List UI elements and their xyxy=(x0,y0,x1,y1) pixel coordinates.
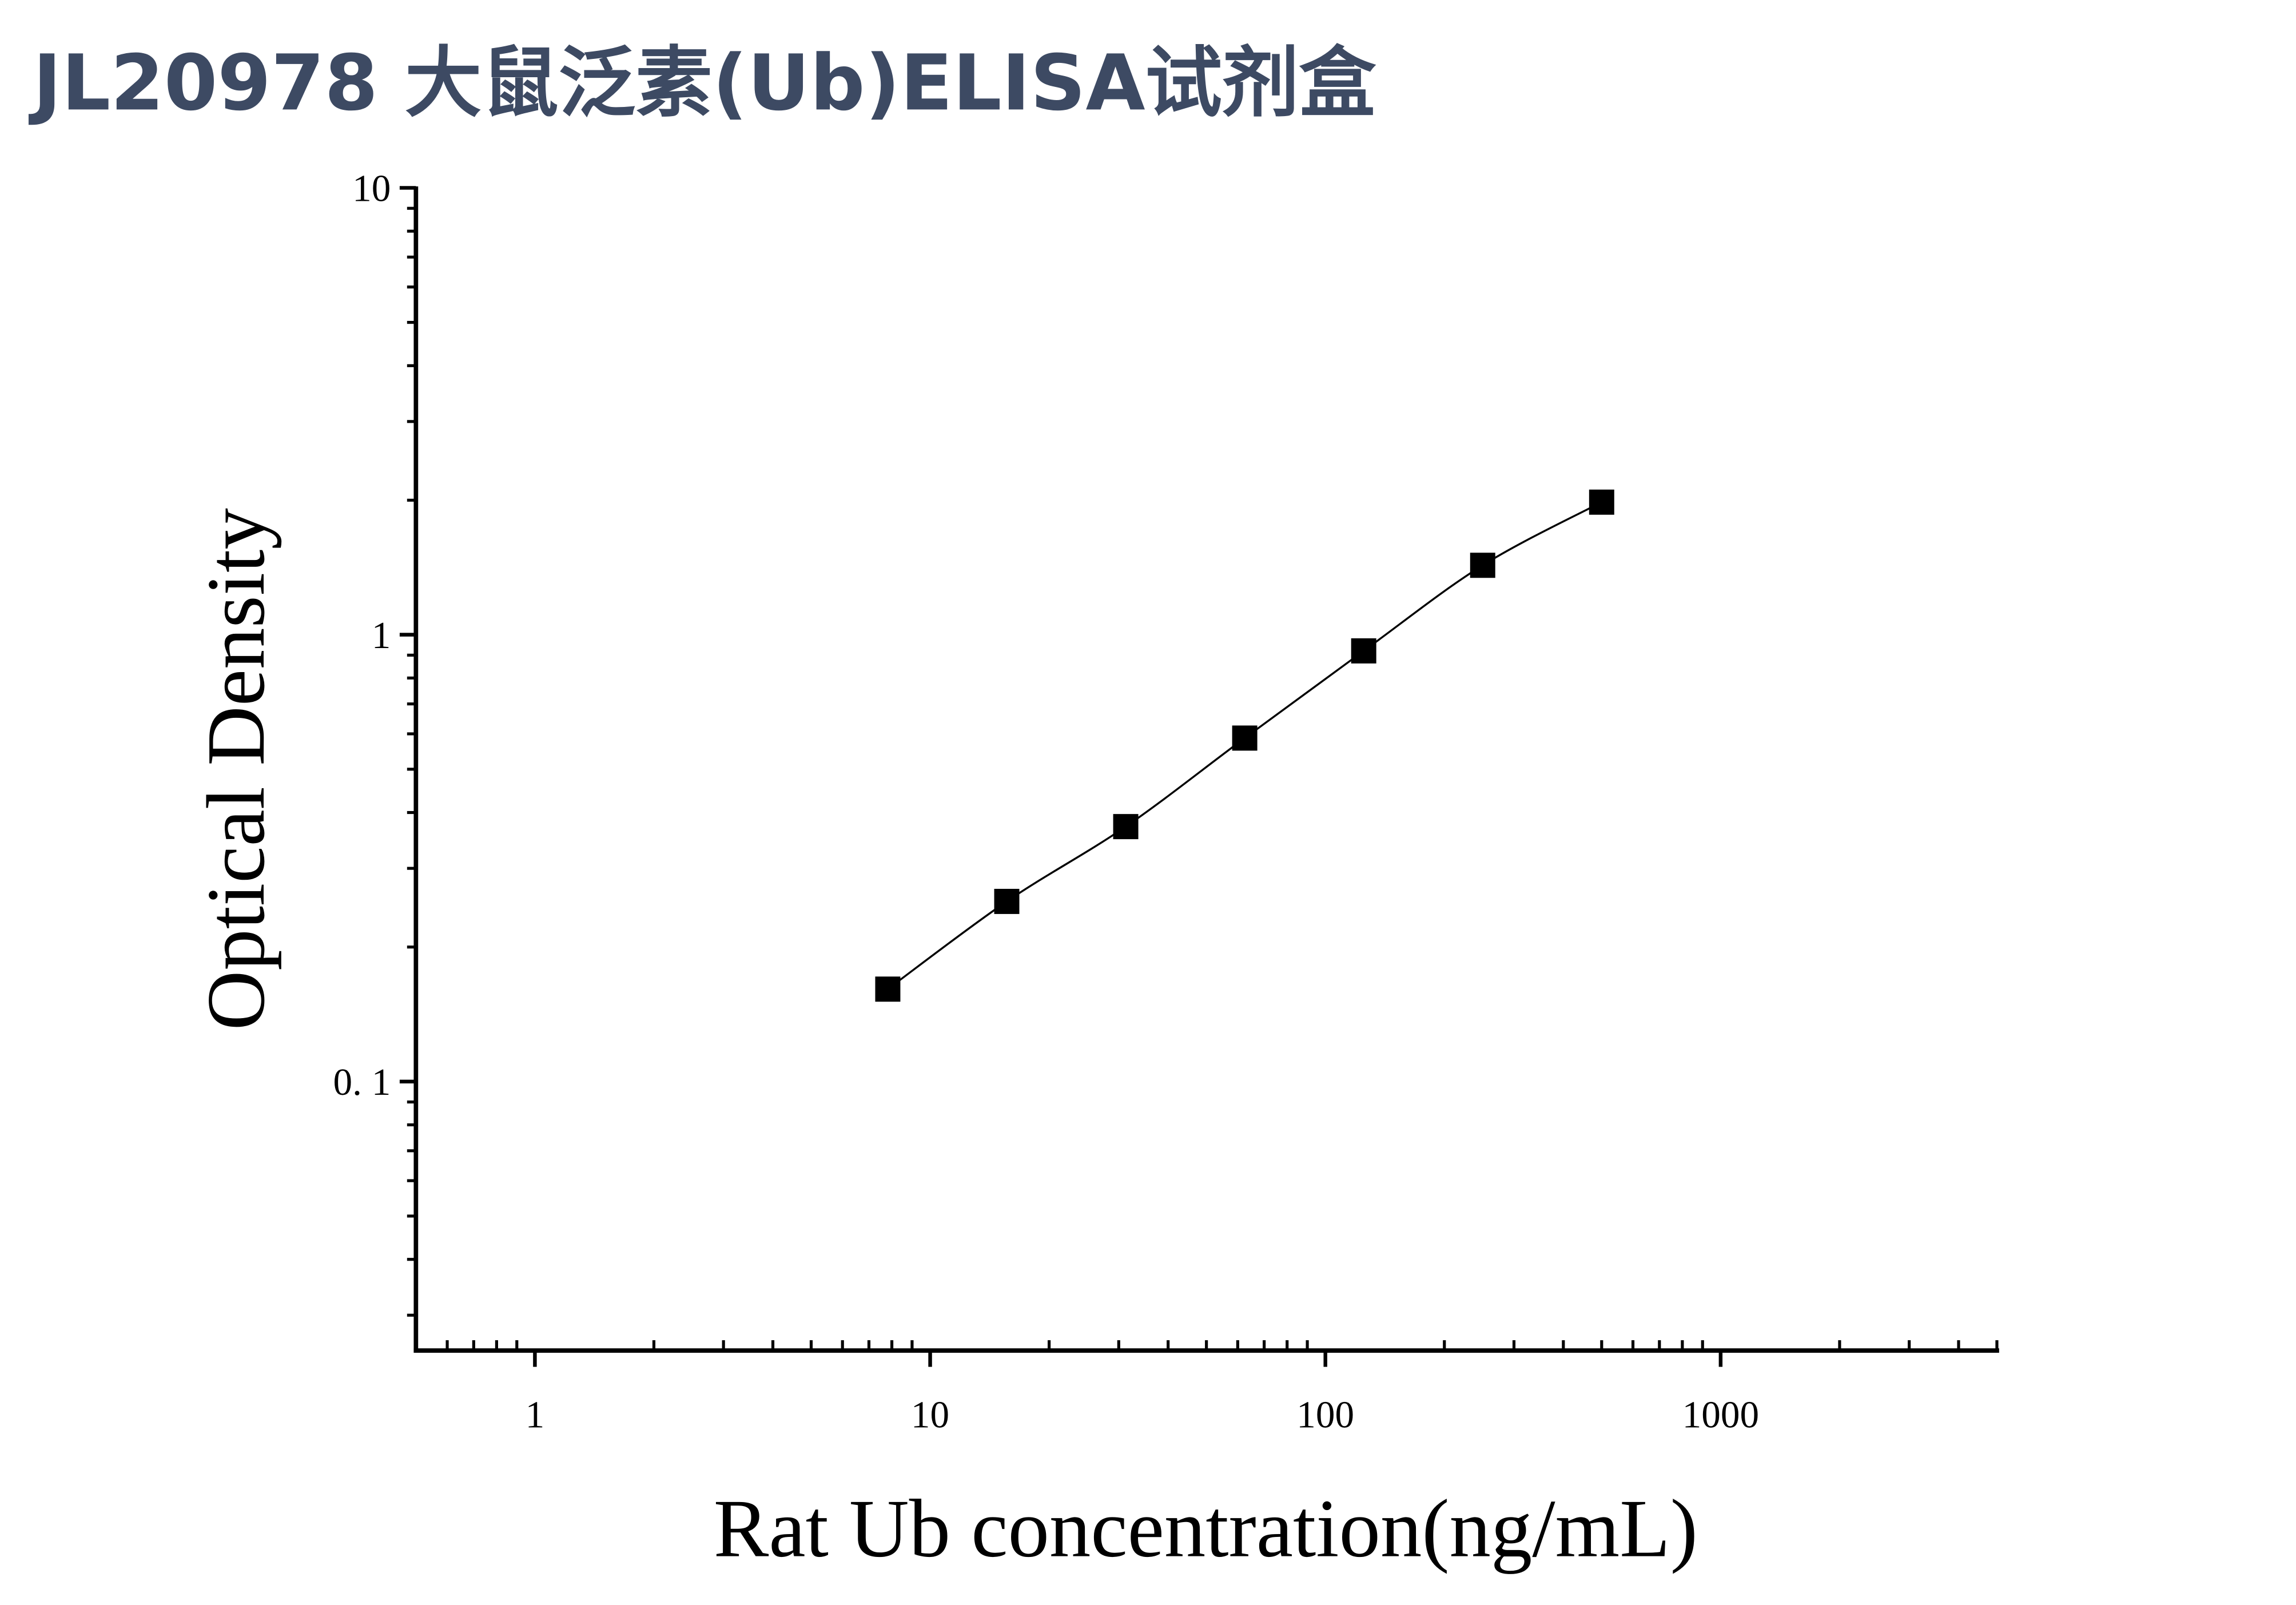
x-tick-label: 10 xyxy=(911,1393,949,1436)
y-tick-label: 1 xyxy=(372,614,391,657)
data-point xyxy=(1470,553,1495,578)
data-point xyxy=(1351,638,1376,664)
data-point xyxy=(1232,725,1258,751)
y-axis-label: Optical Density xyxy=(190,508,282,1030)
y-tick-label: 10 xyxy=(352,167,391,210)
data-point xyxy=(1113,814,1139,840)
x-tick-label: 100 xyxy=(1296,1393,1354,1436)
x-axis-label: Rat Ub concentration(ng/mL) xyxy=(714,1483,1698,1575)
y-tick-label: 0. 1 xyxy=(333,1060,391,1103)
data-point xyxy=(994,888,1020,914)
x-tick-label: 1000 xyxy=(1682,1393,1759,1436)
chart-title: JL20978 大鼠泛素(Ub)ELISA试剂盒 xyxy=(29,38,1376,128)
x-tick-label: 1 xyxy=(526,1393,545,1436)
data-point xyxy=(875,976,901,1002)
data-point xyxy=(1589,489,1614,515)
